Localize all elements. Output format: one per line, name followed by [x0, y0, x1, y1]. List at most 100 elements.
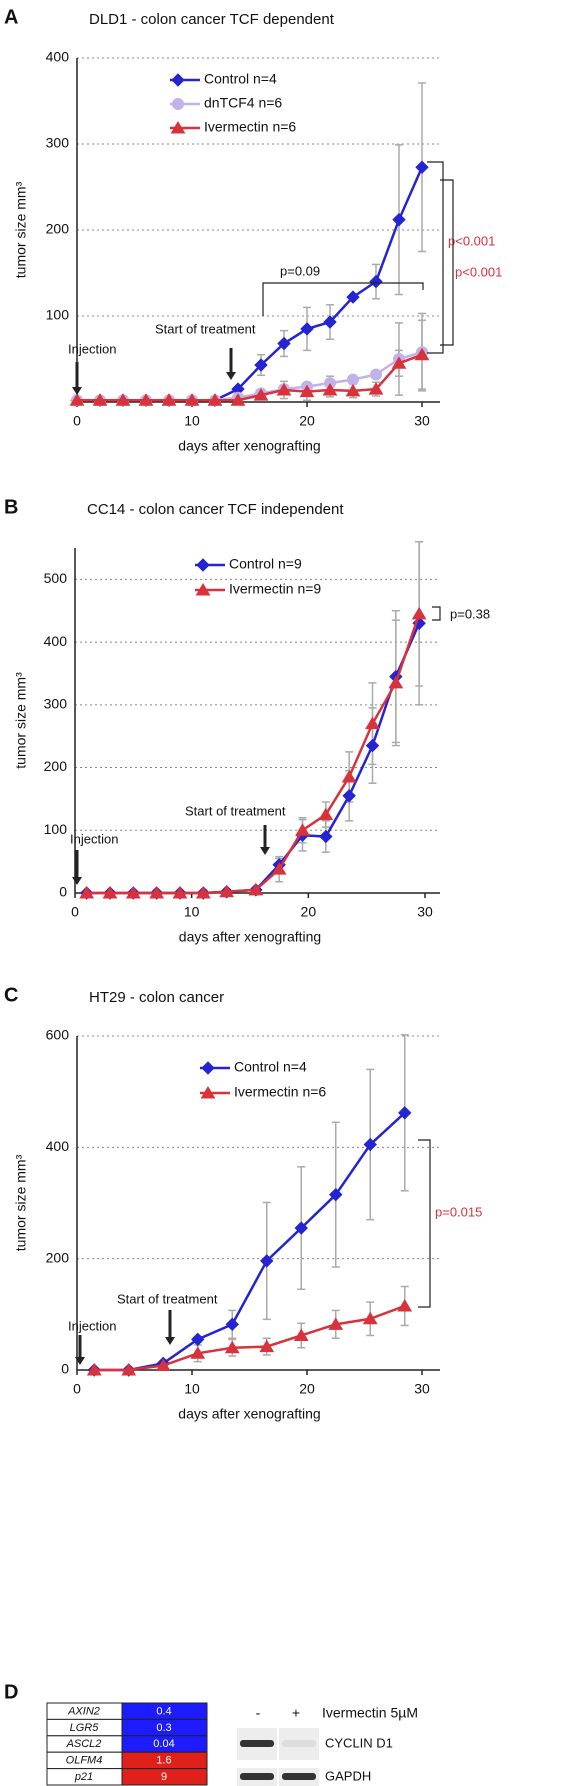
arrow-head — [72, 387, 82, 395]
marker — [299, 384, 315, 398]
y-tick-label: 200 — [44, 758, 68, 774]
marker — [248, 882, 264, 896]
marker — [368, 382, 384, 395]
marker — [392, 212, 406, 227]
y-tick-label: 300 — [44, 696, 68, 712]
marker — [365, 738, 380, 753]
marker — [196, 558, 210, 572]
bracket — [418, 1139, 431, 1308]
marker — [363, 1137, 377, 1152]
gene-name: ASCL2 — [66, 1738, 102, 1750]
annotation: Injection — [68, 1318, 116, 1333]
marker — [149, 886, 165, 899]
panel-label: C — [4, 984, 18, 1006]
legend-label: Ivermectin n=6 — [204, 119, 296, 135]
y-tick-label: 100 — [46, 307, 70, 323]
marker — [388, 675, 404, 689]
marker — [253, 388, 269, 401]
marker — [172, 98, 184, 110]
x-tick-label: 20 — [299, 1381, 315, 1397]
bracket — [262, 282, 424, 316]
y-axis-label: tumor size mm³ — [13, 181, 29, 278]
annotation: p=0.38 — [450, 606, 490, 621]
marker — [295, 823, 310, 836]
band-label: CYCLIN D1 — [325, 1735, 393, 1750]
marker — [259, 1339, 275, 1353]
marker — [322, 382, 338, 396]
x-tick-label: 30 — [414, 1381, 430, 1397]
bracket — [432, 606, 441, 621]
marker — [200, 1086, 216, 1099]
marker — [329, 1187, 343, 1202]
panel-label: B — [4, 496, 18, 518]
marker — [121, 1363, 137, 1376]
annotation: Start of treatment — [155, 321, 256, 336]
annotation: Start of treatment — [185, 803, 286, 818]
bracket — [440, 179, 454, 346]
series-line — [94, 1304, 406, 1372]
value-cell — [121, 1768, 208, 1786]
series-line — [77, 353, 423, 402]
panel-label: D — [4, 1681, 18, 1703]
y-tick-label: 400 — [46, 1138, 70, 1154]
y-axis-label: tumor size mm³ — [13, 672, 29, 769]
chart-title: DLD1 - colon cancer TCF dependent — [89, 11, 335, 28]
marker — [365, 716, 380, 730]
blot-band — [282, 1773, 316, 1780]
marker — [319, 829, 333, 844]
y-tick-label: 0 — [61, 1361, 69, 1377]
annotation: p=0.015 — [435, 1204, 482, 1219]
arrow-head — [226, 372, 236, 380]
arrow-head — [260, 847, 270, 855]
x-tick-label: 10 — [184, 413, 200, 429]
x-tick-label: 10 — [184, 904, 200, 920]
annotation: p<0.001 — [455, 264, 502, 279]
blot-band — [240, 1740, 274, 1747]
y-tick-label: 100 — [44, 821, 68, 837]
marker — [201, 1061, 215, 1075]
fold-change: 0.4 — [156, 1705, 171, 1717]
x-tick-label: 20 — [299, 413, 315, 429]
y-tick-label: 500 — [44, 570, 68, 586]
marker — [92, 393, 108, 406]
fold-change: 1.6 — [156, 1755, 171, 1767]
marker — [171, 73, 185, 87]
annotation: Injection — [68, 341, 116, 356]
y-tick-label: 200 — [46, 1249, 70, 1265]
marker — [195, 583, 211, 596]
marker — [347, 373, 359, 386]
marker — [300, 322, 314, 336]
marker — [195, 886, 211, 899]
band-label: GAPDH — [325, 1768, 371, 1783]
x-axis-label: days after xenografting — [178, 438, 320, 454]
y-tick-label: 600 — [46, 1027, 70, 1043]
legend-label: Control n=4 — [234, 1059, 307, 1075]
marker — [391, 356, 407, 369]
marker — [191, 1332, 205, 1347]
lane-label: - — [256, 1705, 261, 1721]
gene-name: OLFM4 — [66, 1755, 103, 1767]
marker — [345, 383, 361, 397]
marker — [398, 1106, 412, 1120]
series-line — [77, 166, 424, 402]
marker — [230, 393, 246, 406]
arrow-head — [72, 877, 82, 885]
arrow-head — [165, 1337, 175, 1345]
x-tick-label: 30 — [414, 413, 430, 429]
marker — [102, 886, 118, 899]
marker — [271, 862, 287, 875]
marker — [341, 769, 357, 783]
treatment-label: Ivermectin 5µM — [322, 1705, 418, 1721]
marker — [172, 886, 188, 899]
marker — [415, 160, 429, 174]
x-tick-label: 30 — [417, 904, 433, 920]
marker — [370, 368, 382, 381]
lane-label: + — [292, 1705, 300, 1721]
panel-label: A — [4, 6, 18, 28]
chart-title: CC14 - colon cancer TCF independent — [87, 501, 344, 518]
marker — [125, 886, 141, 899]
marker — [69, 393, 85, 406]
marker — [260, 1254, 274, 1268]
gene-name: LGR5 — [70, 1722, 100, 1734]
marker — [254, 358, 268, 372]
